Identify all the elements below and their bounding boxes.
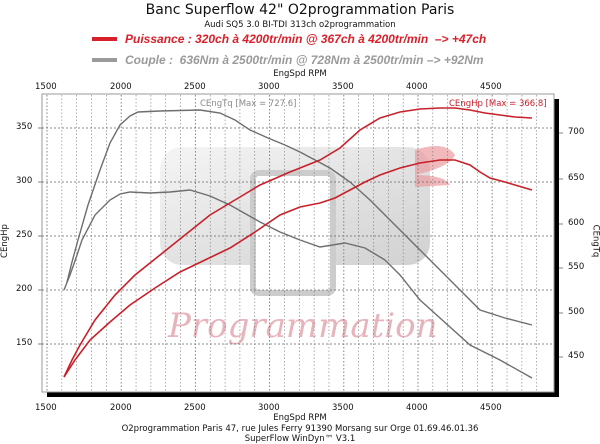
torque-max-label: CEngTq [Max = 727.6] <box>200 99 296 109</box>
x-axis-bottom-title: EngSpd RPM <box>273 413 327 423</box>
watermark-text: Programmation <box>167 306 438 346</box>
legend-torque-text: Couple : 636Nm à 2500tr/min @ 728Nm à 25… <box>125 53 484 67</box>
legend-torque-swatch <box>92 58 117 62</box>
x-tick-bottom: 3000 <box>258 403 280 413</box>
x-tick-top: 3000 <box>258 82 280 92</box>
torque-tuned-curve <box>66 109 533 326</box>
x-tick-bottom: 3500 <box>332 403 354 413</box>
torque-stock-curve <box>63 189 533 379</box>
y-left-tick: 350 <box>16 122 33 132</box>
y-right-tick: 700 <box>568 127 585 137</box>
x-tick-bottom: 4000 <box>406 403 428 413</box>
x-tick-top: 2500 <box>184 82 206 92</box>
y-right-tick: 450 <box>568 351 585 361</box>
chart-subtitle: Audi SQ5 3.0 BI-TDI 313ch o2programmatio… <box>204 20 396 30</box>
x-tick-bottom: 1500 <box>35 403 57 413</box>
y-left-tick: 250 <box>16 230 33 240</box>
x-tick-top: 2000 <box>110 82 132 92</box>
y-left-tick: 150 <box>16 338 33 348</box>
x-tick-top: 4000 <box>406 82 428 92</box>
legend-power-swatch <box>92 37 117 41</box>
power-stock-curve <box>63 159 533 378</box>
chart-title: Banc Superflow 42" O2programmation Paris <box>145 2 455 18</box>
hp-max-label: CEngHp [Max = 366.8] <box>449 99 547 109</box>
power-tuned-curve <box>63 107 533 378</box>
y-right-tick: 550 <box>568 262 585 272</box>
x-tick-bottom: 2000 <box>110 403 132 413</box>
y-right-tick: 600 <box>568 218 585 228</box>
x-tick-top: 4500 <box>480 82 502 92</box>
x-tick-bottom: 2500 <box>184 403 206 413</box>
y-right-title: CEngTq <box>590 224 600 258</box>
legend-torque: Couple : 636Nm à 2500tr/min @ 728Nm à 25… <box>92 53 484 67</box>
watermark-logo <box>160 146 455 296</box>
y-right-tick: 650 <box>568 173 585 183</box>
x-tick-top: 1500 <box>35 82 57 92</box>
y-right-tick: 500 <box>568 307 585 317</box>
legend-power: Puissance : 320ch à 4200tr/min @ 367ch à… <box>92 32 486 46</box>
footer-address: O2programmation Paris 47, rue Jules Ferr… <box>121 424 479 434</box>
legend-power-text: Puissance : 320ch à 4200tr/min @ 367ch à… <box>125 32 487 46</box>
y-left-tick: 200 <box>16 284 33 294</box>
y-left-tick: 300 <box>16 176 33 186</box>
footer-software: SuperFlow WinDyn™ V3.1 <box>244 434 356 444</box>
x-tick-bottom: 4500 <box>480 403 502 413</box>
y-left-title: CEngHp <box>0 224 10 258</box>
x-tick-top: 3500 <box>332 82 354 92</box>
x-axis-top-title: EngSpd RPM <box>273 69 327 79</box>
